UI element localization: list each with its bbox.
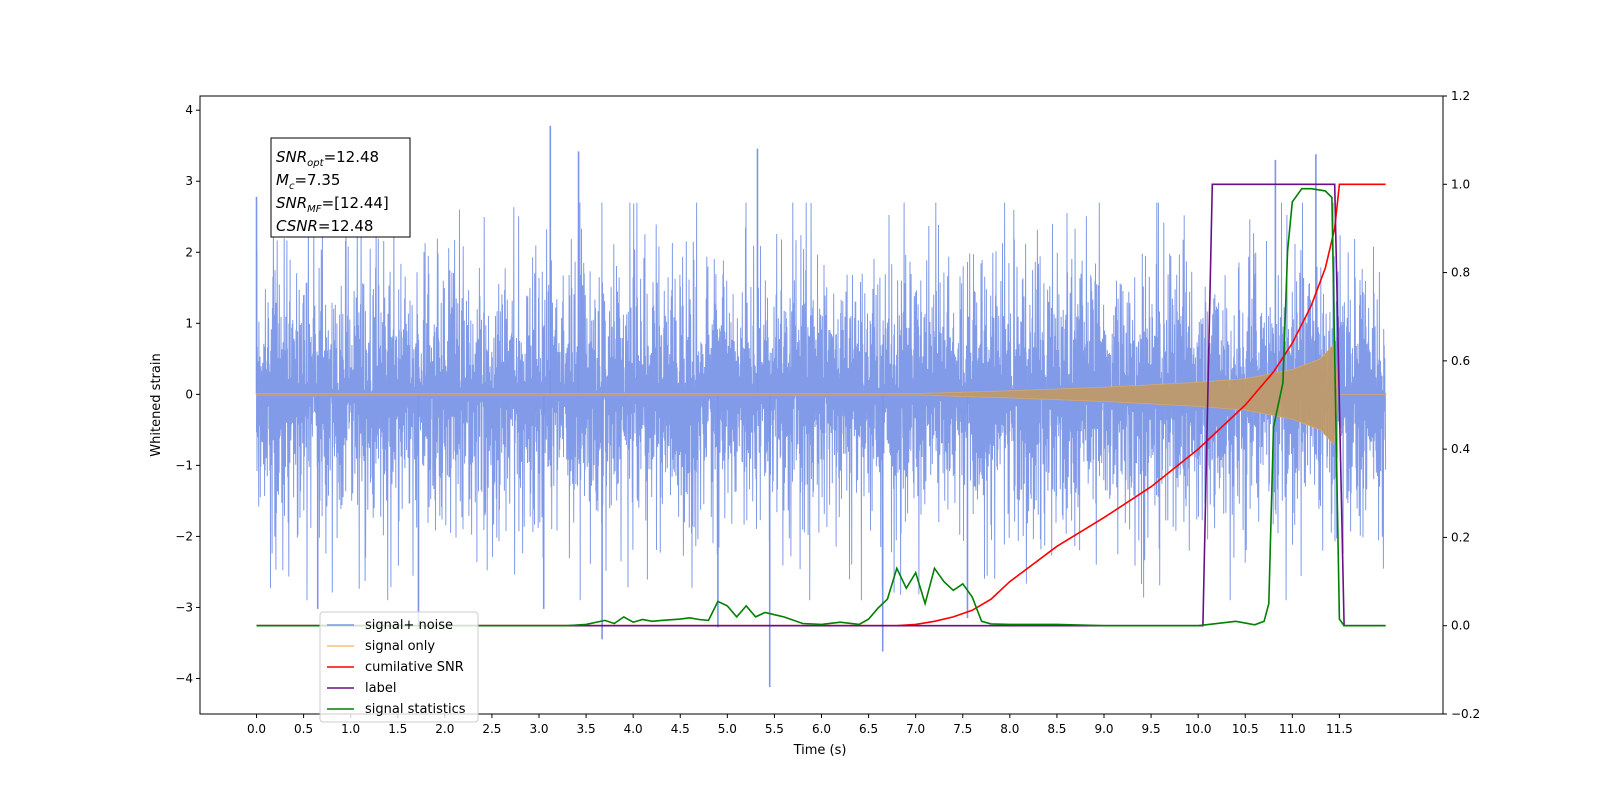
legend: signal+ noise signal only cumilative SNR la… <box>319 611 479 723</box>
legend-frame <box>319 611 479 723</box>
y-left-tick-label: 3 <box>185 174 193 188</box>
x-tick-label: 1.0 <box>341 722 360 736</box>
x-axis: 0.0 0.5 1.0 1.5 2.0 2.5 3.0 3.5 4.0 4.5 5.0 5.5 6.0 6… <box>247 714 1353 736</box>
legend-label: cumilative SNR <box>365 660 464 675</box>
x-tick-label: 0.5 <box>294 722 313 736</box>
x-tick-label: 8.5 <box>1047 722 1066 736</box>
annotation-frame <box>270 137 411 238</box>
y-right-tick-label: 1.2 <box>1451 89 1470 103</box>
y-right-tick-label: 1.0 <box>1451 177 1470 191</box>
y-right-tick-label: 0.2 <box>1451 530 1470 544</box>
x-tick-label: 10.0 <box>1185 722 1212 736</box>
y-left-tick-label: 2 <box>185 245 193 259</box>
x-tick-label: 6.5 <box>859 722 878 736</box>
series-layer <box>255 125 1387 688</box>
y-left-tick-label: −4 <box>175 671 193 685</box>
y-left-tick-label: −1 <box>175 458 193 472</box>
x-tick-label: 2.5 <box>482 722 501 736</box>
y-right-tick-label: 0.0 <box>1451 619 1470 633</box>
y-left-tick-label: −3 <box>175 600 193 614</box>
x-axis-label: Time (s) <box>793 743 847 758</box>
annotation-line: CSNR=12.48 <box>276 217 373 235</box>
y-right-tick-label: 0.4 <box>1451 442 1470 456</box>
x-tick-label: 11.0 <box>1279 722 1306 736</box>
x-tick-label: 11.5 <box>1326 722 1353 736</box>
series-signal-statistics <box>256 187 1386 627</box>
x-tick-label: 7.0 <box>906 722 925 736</box>
y-left-tick-label: 0 <box>185 387 193 401</box>
x-tick-label: 4.5 <box>671 722 690 736</box>
x-tick-label: 7.5 <box>953 722 972 736</box>
y-right-tick-label: −0.2 <box>1451 707 1480 721</box>
annotation-line: Mc=7.35 <box>276 171 340 192</box>
y-left-tick-label: 4 <box>185 103 193 117</box>
y-right-tick-label: 0.8 <box>1451 266 1470 280</box>
legend-label: signal statistics <box>365 702 466 717</box>
x-tick-label: 6.0 <box>812 722 831 736</box>
x-tick-label: 5.5 <box>765 722 784 736</box>
y-axis-label: Whitened strain <box>149 353 164 456</box>
x-tick-label: 0.0 <box>247 722 266 736</box>
y-left-tick-label: −2 <box>175 529 193 543</box>
x-tick-label: 2.0 <box>435 722 454 736</box>
y-axis-left: −4 −3 −2 −1 0 1 2 3 4 <box>175 103 200 685</box>
x-tick-label: 5.0 <box>718 722 737 736</box>
x-tick-label: 9.5 <box>1142 722 1161 736</box>
y-axis-right: −0.2 0.0 0.2 0.4 0.6 0.8 1.0 1.2 <box>1443 89 1480 721</box>
series-cumilative-snr <box>256 183 1386 627</box>
x-tick-label: 10.5 <box>1232 722 1259 736</box>
x-tick-label: 8.0 <box>1000 722 1019 736</box>
x-tick-label: 3.5 <box>577 722 596 736</box>
series-signal-noise <box>256 202 1387 601</box>
x-tick-label: 1.5 <box>388 722 407 736</box>
x-tick-label: 3.0 <box>529 722 548 736</box>
legend-label: signal only <box>365 639 435 654</box>
series-signal-only <box>256 343 1387 446</box>
y-right-tick-label: 0.6 <box>1451 354 1470 368</box>
legend-label: signal+ noise <box>365 618 453 633</box>
y-left-tick-label: 1 <box>185 316 193 330</box>
legend-label: label <box>365 681 396 696</box>
annotation-line: SNRMF=[12.44] <box>276 194 389 215</box>
x-tick-label: 9.0 <box>1094 722 1113 736</box>
annotation-line: SNRopt=12.48 <box>276 148 379 169</box>
x-tick-label: 4.0 <box>624 722 643 736</box>
